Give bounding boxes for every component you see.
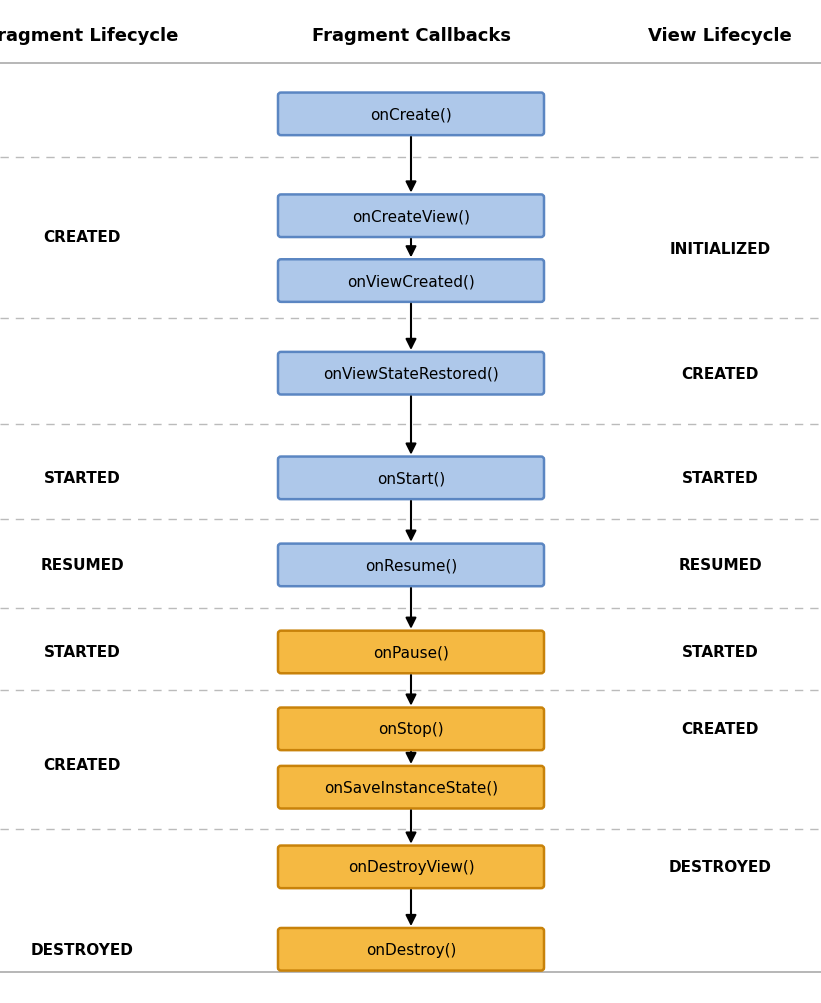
Text: Fragment Callbacks: Fragment Callbacks: [311, 27, 511, 45]
FancyBboxPatch shape: [278, 766, 544, 808]
Text: Fragment Lifecycle: Fragment Lifecycle: [0, 27, 178, 45]
Text: CREATED: CREATED: [681, 721, 759, 736]
Text: View Lifecycle: View Lifecycle: [648, 27, 792, 45]
Text: CREATED: CREATED: [44, 757, 121, 771]
FancyBboxPatch shape: [278, 93, 544, 136]
Text: onStop(): onStop(): [378, 721, 444, 736]
FancyBboxPatch shape: [278, 352, 544, 395]
FancyBboxPatch shape: [278, 928, 544, 971]
Text: onDestroyView(): onDestroyView(): [347, 860, 475, 875]
Text: CREATED: CREATED: [681, 366, 759, 381]
FancyBboxPatch shape: [278, 708, 544, 750]
Text: DESTROYED: DESTROYED: [30, 942, 134, 957]
Text: INITIALIZED: INITIALIZED: [669, 242, 771, 257]
Text: onDestroy(): onDestroy(): [366, 942, 456, 957]
FancyBboxPatch shape: [278, 631, 544, 674]
Text: onViewStateRestored(): onViewStateRestored(): [323, 366, 499, 381]
Text: RESUMED: RESUMED: [40, 558, 124, 573]
Text: onCreateView(): onCreateView(): [352, 209, 470, 224]
Text: CREATED: CREATED: [44, 230, 121, 245]
FancyBboxPatch shape: [278, 846, 544, 889]
FancyBboxPatch shape: [278, 260, 544, 303]
Text: STARTED: STARTED: [44, 470, 121, 485]
Text: STARTED: STARTED: [681, 645, 759, 660]
FancyBboxPatch shape: [278, 544, 544, 587]
Text: RESUMED: RESUMED: [678, 558, 762, 573]
FancyBboxPatch shape: [278, 196, 544, 238]
Text: STARTED: STARTED: [681, 470, 759, 485]
Text: onViewCreated(): onViewCreated(): [347, 274, 475, 289]
Text: DESTROYED: DESTROYED: [668, 860, 772, 875]
Text: onResume(): onResume(): [365, 558, 457, 573]
Text: onPause(): onPause(): [373, 645, 449, 660]
Text: onStart(): onStart(): [377, 470, 445, 485]
FancyBboxPatch shape: [278, 457, 544, 499]
Text: STARTED: STARTED: [44, 645, 121, 660]
Text: onCreate(): onCreate(): [370, 107, 452, 122]
Text: onSaveInstanceState(): onSaveInstanceState(): [324, 780, 498, 795]
